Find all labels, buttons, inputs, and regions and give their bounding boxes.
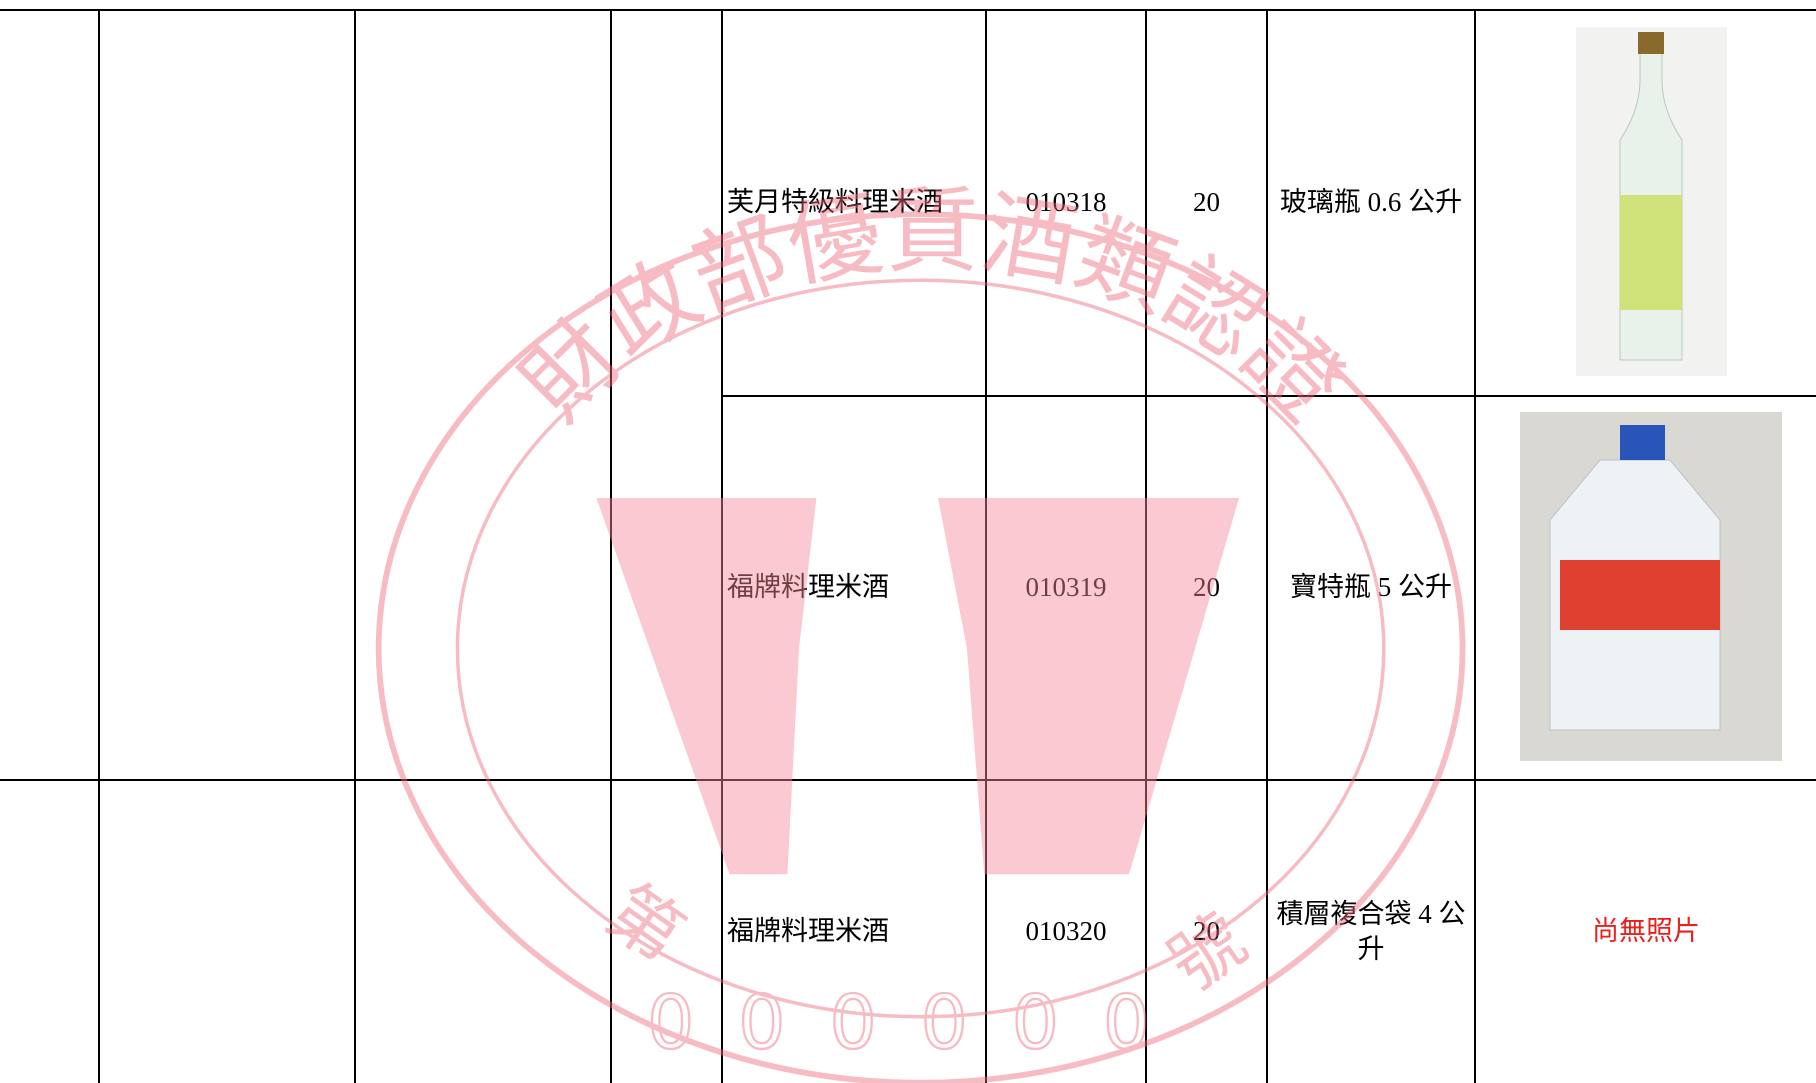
- product-code: 010319: [1025, 572, 1107, 603]
- cap: [1620, 425, 1665, 460]
- alcohol: 20: [1193, 916, 1220, 947]
- photo-note: 尚無照片: [1592, 916, 1700, 947]
- table-border: [721, 395, 1816, 397]
- table-border: [1266, 9, 1268, 1083]
- alcohol: 20: [1193, 187, 1220, 218]
- product-code: 010320: [1025, 916, 1107, 947]
- table-border: [354, 9, 356, 1083]
- product-name: 福牌料理米酒: [727, 572, 889, 603]
- table-border: [0, 779, 1816, 781]
- package: 玻璃瓶 0.6 公升: [1279, 187, 1463, 218]
- product-code: 010318: [1025, 187, 1107, 218]
- table-border: [1145, 9, 1147, 1083]
- package: 寶特瓶 5 公升: [1290, 572, 1452, 603]
- table-border: [610, 9, 612, 1083]
- package: 積層複合袋 4 公升: [1276, 898, 1466, 964]
- table-border: [985, 9, 987, 1083]
- label: [1620, 195, 1682, 310]
- table-border: [98, 9, 100, 1083]
- table-border: [0, 9, 1816, 11]
- label: [1560, 560, 1720, 630]
- product-name: 福牌料理米酒: [727, 916, 889, 947]
- table-border: [721, 9, 723, 1083]
- product-name: 芙月特級料理米酒: [727, 187, 943, 218]
- table-border: [1474, 9, 1476, 1083]
- alcohol: 20: [1193, 572, 1220, 603]
- cap: [1638, 32, 1664, 54]
